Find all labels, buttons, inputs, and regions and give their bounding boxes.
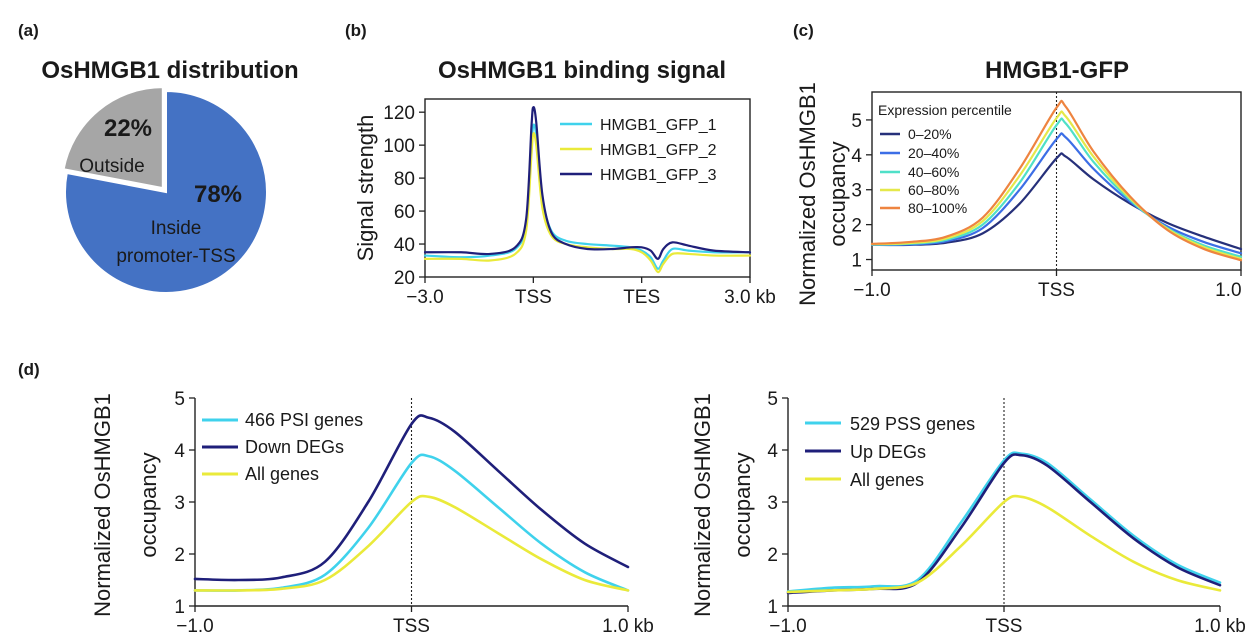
- panel-b-legend: HMGB1_GFP_1 HMGB1_GFP_2 HMGB1_GFP_3: [560, 117, 717, 184]
- legend-label-80-100: 80–100%: [908, 200, 967, 216]
- x-tick-label: TSS: [1038, 280, 1075, 301]
- y-tick-label: 60: [394, 202, 415, 223]
- x-tick-label: TES: [623, 287, 660, 308]
- y-tick-label: 2: [851, 216, 862, 237]
- x-tick-label: −1.0: [769, 616, 807, 637]
- panel-b-y-label: Signal strength: [353, 115, 378, 262]
- legend-label-gfp2: HMGB1_GFP_2: [600, 142, 717, 159]
- x-tick-label: −1.0: [853, 280, 891, 301]
- series-line-hmgb1-gfp-3: [423, 106, 752, 260]
- y-tick-label: 120: [383, 103, 415, 124]
- legend-label-40-60: 40–60%: [908, 164, 959, 180]
- legend-label-all: All genes: [245, 464, 319, 484]
- legend-label-all-2: All genes: [850, 470, 924, 490]
- legend-label-0-20: 0–20%: [908, 126, 952, 142]
- y-tick-label: 1: [174, 597, 185, 618]
- pie-slice-inside: [64, 89, 268, 294]
- y-tick-label: 2: [174, 545, 185, 566]
- legend-label-psi: 466 PSI genes: [245, 410, 363, 430]
- pie-label-inside: Inside: [151, 218, 202, 239]
- panel-c-y-label-2: occupancy: [825, 141, 850, 246]
- legend-label-gfp1: HMGB1_GFP_1: [600, 117, 717, 134]
- x-tick-label: −3.0: [406, 287, 444, 308]
- panel-d2: Normalized OsHMGB1 occupancy 1 2 3 4 5 −1.0 T…: [690, 389, 1246, 637]
- legend-label-20-40: 20–40%: [908, 145, 959, 161]
- legend-label-60-80: 60–80%: [908, 182, 959, 198]
- panel-c-title: HMGB1-GFP: [985, 57, 1129, 84]
- y-tick-label: 80: [394, 169, 415, 190]
- x-tick-label: 1.0 kb: [1215, 280, 1248, 301]
- y-tick-label: 3: [767, 493, 778, 514]
- y-tick-label: 100: [383, 136, 415, 157]
- x-tick-label: −1.0: [176, 616, 214, 637]
- x-tick-label: 1.0 kb: [602, 616, 654, 637]
- pie-value-outside: 22%: [104, 115, 152, 142]
- panel-d1-legend: 466 PSI genes Down DEGs All genes: [202, 410, 363, 484]
- panel-d1-y-label: Normalized OsHMGB1: [90, 393, 115, 617]
- panel-d-label: (d): [18, 360, 40, 379]
- y-tick-label: 3: [851, 181, 862, 202]
- panel-c-label: (c): [793, 21, 814, 40]
- x-tick-label: TSS: [393, 616, 430, 637]
- panel-a: (a) OsHMGB1 distribution 78% Inside prom…: [18, 21, 299, 294]
- x-tick-label: TSS: [515, 287, 552, 308]
- panel-c: (c) HMGB1-GFP Normalized OsHMGB1 occupan…: [793, 21, 1248, 306]
- panel-d1: Normalized OsHMGB1 occupancy 1 2 3 4 5 −1.0 T…: [90, 389, 654, 637]
- panel-d2-y-label: Normalized OsHMGB1: [690, 393, 715, 617]
- panel-d2-y-label-2: occupancy: [730, 452, 755, 557]
- x-tick-label: TSS: [986, 616, 1023, 637]
- series-line-529-pss-genes: [786, 451, 1222, 593]
- panel-c-y-label: Normalized OsHMGB1: [795, 82, 820, 306]
- panel-b: (b) OsHMGB1 binding signal Signal streng…: [345, 21, 776, 308]
- legend-label-down: Down DEGs: [245, 437, 344, 457]
- series-line-0-20-: [870, 152, 1243, 251]
- legend-label-pss: 529 PSS genes: [850, 414, 975, 434]
- panel-c-legend: Expression percentile 0–20% 20–40% 40–60…: [878, 102, 1012, 216]
- panel-a-label: (a): [18, 21, 39, 40]
- panel-d1-y-label-2: occupancy: [136, 452, 161, 557]
- legend-title: Expression percentile: [878, 102, 1012, 118]
- series-line-all-genes: [193, 494, 630, 592]
- legend-label-gfp3: HMGB1_GFP_3: [600, 167, 717, 184]
- y-tick-label: 4: [767, 441, 778, 462]
- y-tick-label: 2: [767, 545, 778, 566]
- y-tick-label: 4: [174, 441, 185, 462]
- y-tick-label: 4: [851, 146, 862, 167]
- pie-label-inside-2: promoter-TSS: [116, 246, 235, 267]
- x-tick-label: 3.0 kb: [724, 287, 776, 308]
- panel-b-title: OsHMGB1 binding signal: [438, 57, 726, 84]
- series-line-80-100-: [870, 99, 1243, 262]
- legend-label-up: Up DEGs: [850, 442, 926, 462]
- panel-b-label: (b): [345, 21, 367, 40]
- y-tick-label: 5: [851, 111, 862, 132]
- y-tick-label: 1: [851, 251, 862, 272]
- y-tick-label: 20: [394, 268, 415, 289]
- x-tick-label: 1.0 kb: [1194, 616, 1246, 637]
- pie-slice-outside: [62, 86, 164, 190]
- series-line-all-genes: [786, 494, 1222, 594]
- series-line-20-40-: [870, 132, 1243, 255]
- panel-b-frame: [424, 98, 751, 278]
- y-tick-label: 40: [394, 235, 415, 256]
- pie-label-outside: Outside: [79, 156, 144, 177]
- y-tick-label: 5: [174, 389, 185, 410]
- y-tick-label: 1: [767, 597, 778, 618]
- panel-a-title: OsHMGB1 distribution: [41, 57, 298, 84]
- y-tick-label: 3: [174, 493, 185, 514]
- y-tick-label: 5: [767, 389, 778, 410]
- pie-value-inside: 78%: [194, 181, 242, 208]
- series-line-down-degs: [193, 414, 630, 582]
- panel-d2-legend: 529 PSS genes Up DEGs All genes: [805, 414, 975, 490]
